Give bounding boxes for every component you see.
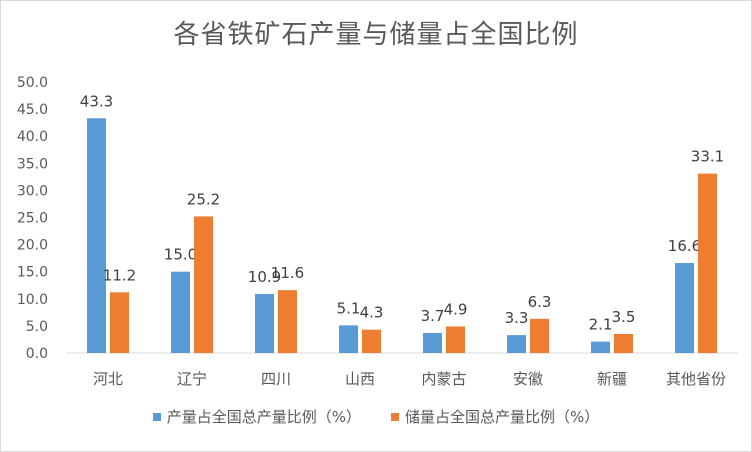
bar-reserves	[194, 216, 213, 353]
legend: 产量占全国总产量比例（%） 储量占全国总产量比例（%）	[0, 406, 752, 427]
bar-production	[591, 341, 610, 353]
bar-reserves	[362, 329, 381, 353]
data-label: 15.0	[164, 246, 197, 264]
data-label: 5.1	[337, 299, 361, 317]
y-tick-label: 30.0	[17, 183, 48, 199]
bar-production	[675, 263, 694, 353]
data-label: 2.1	[589, 316, 613, 334]
category-label: 内蒙古	[421, 370, 466, 388]
data-label: 3.5	[612, 308, 636, 326]
chart-title: 各省铁矿石产量与储量占全国比例	[173, 20, 579, 50]
y-tick-label: 5.0	[26, 319, 48, 335]
bar-production	[339, 325, 358, 353]
data-label: 11.6	[271, 264, 304, 282]
y-tick-label: 10.0	[17, 292, 48, 308]
category-label: 安徽	[513, 370, 543, 388]
legend-label-reserves: 储量占全国总产量比例（%）	[405, 408, 600, 426]
legend-item-production: 产量占全国总产量比例（%）	[152, 406, 361, 427]
bar-reserves	[530, 318, 549, 353]
legend-swatch-production	[152, 412, 161, 421]
y-tick-label: 35.0	[17, 156, 48, 172]
category-label: 河北	[93, 370, 123, 388]
y-tick-label: 45.0	[17, 102, 48, 118]
category-label: 辽宁	[177, 370, 207, 388]
y-tick-label: 25.0	[17, 211, 48, 227]
data-label: 43.3	[80, 92, 113, 110]
data-label: 3.3	[505, 309, 529, 327]
bar-reserves	[278, 290, 297, 353]
y-tick-label: 15.0	[17, 265, 48, 281]
y-tick-label: 20.0	[17, 238, 48, 254]
legend-item-reserves: 储量占全国总产量比例（%）	[391, 406, 599, 427]
category-label: 四川	[261, 370, 291, 388]
data-label: 4.9	[444, 300, 468, 318]
data-label: 10.9	[248, 268, 281, 286]
category-label: 山西	[345, 370, 375, 388]
bar-production	[87, 118, 106, 354]
bar-reserves	[614, 334, 633, 353]
data-label: 33.1	[691, 148, 724, 166]
bar-production	[507, 335, 526, 353]
category-label: 其他省份	[666, 370, 726, 388]
legend-label-production: 产量占全国总产量比例（%）	[166, 408, 361, 426]
bar-reserves	[698, 173, 717, 353]
data-label: 6.3	[528, 293, 552, 311]
y-tick-label: 40.0	[17, 129, 48, 145]
y-tick-label: 0.0	[26, 346, 48, 362]
bar-reserves	[446, 326, 465, 353]
bar-production	[255, 293, 274, 353]
bar-reserves	[110, 292, 129, 353]
legend-swatch-reserves	[391, 412, 399, 421]
data-label: 3.7	[421, 307, 445, 325]
category-label: 新疆	[597, 370, 627, 388]
data-label: 16.6	[668, 237, 701, 255]
bar-production	[423, 332, 442, 353]
data-label: 4.3	[360, 304, 384, 322]
data-label: 11.2	[103, 266, 136, 284]
data-label: 25.2	[187, 190, 220, 208]
y-tick-label: 50.0	[17, 75, 48, 91]
bar-production	[171, 271, 190, 353]
